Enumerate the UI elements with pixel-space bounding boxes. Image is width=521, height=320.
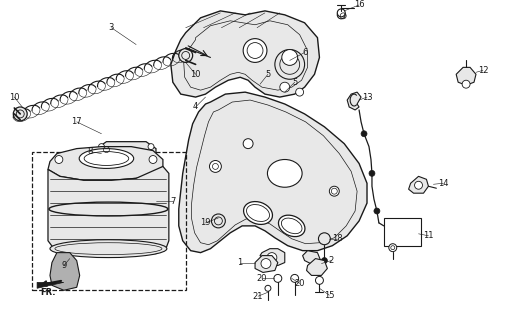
Text: 10: 10: [190, 70, 201, 79]
Circle shape: [318, 233, 330, 245]
Circle shape: [316, 276, 324, 284]
Text: 4: 4: [193, 102, 198, 111]
Text: 2: 2: [329, 256, 334, 265]
Circle shape: [275, 50, 305, 79]
Circle shape: [55, 156, 63, 164]
Polygon shape: [48, 166, 169, 254]
Circle shape: [98, 144, 104, 149]
Circle shape: [282, 50, 297, 65]
Polygon shape: [260, 249, 285, 266]
Circle shape: [243, 39, 267, 62]
Circle shape: [267, 252, 277, 262]
Circle shape: [280, 82, 290, 92]
Circle shape: [148, 165, 154, 172]
Text: 15: 15: [324, 291, 334, 300]
Text: 21: 21: [253, 292, 263, 301]
Polygon shape: [347, 92, 361, 110]
Text: 20: 20: [257, 274, 267, 283]
Polygon shape: [48, 147, 163, 180]
Circle shape: [296, 88, 304, 96]
Text: 8: 8: [87, 147, 92, 156]
Ellipse shape: [278, 215, 305, 236]
Circle shape: [389, 244, 396, 252]
Ellipse shape: [244, 202, 272, 224]
Circle shape: [415, 181, 423, 189]
Circle shape: [261, 259, 271, 268]
Polygon shape: [50, 252, 80, 290]
Text: 16: 16: [354, 0, 364, 10]
Circle shape: [209, 161, 221, 172]
Text: 1: 1: [238, 258, 243, 267]
Text: 13: 13: [362, 92, 373, 101]
Polygon shape: [171, 11, 319, 97]
Text: 19: 19: [200, 219, 211, 228]
Text: 7: 7: [170, 196, 176, 206]
Text: 14: 14: [438, 179, 449, 188]
Bar: [32, 152, 185, 290]
Ellipse shape: [50, 240, 167, 258]
Text: 12: 12: [478, 66, 488, 75]
Text: 10: 10: [9, 92, 20, 101]
Text: 5: 5: [292, 78, 297, 87]
Circle shape: [179, 49, 193, 62]
Polygon shape: [456, 67, 476, 85]
Polygon shape: [408, 176, 428, 193]
Ellipse shape: [267, 159, 302, 187]
Circle shape: [369, 170, 375, 176]
Text: FR.: FR.: [40, 288, 56, 297]
Polygon shape: [306, 259, 327, 276]
Circle shape: [374, 208, 380, 214]
Circle shape: [329, 186, 339, 196]
Ellipse shape: [110, 147, 142, 168]
Circle shape: [337, 9, 345, 17]
Text: 11: 11: [423, 231, 433, 240]
Circle shape: [149, 156, 157, 164]
Polygon shape: [96, 142, 156, 173]
Circle shape: [243, 139, 253, 148]
Circle shape: [212, 214, 225, 228]
Circle shape: [337, 11, 345, 19]
Text: 17: 17: [71, 117, 82, 126]
Polygon shape: [37, 282, 64, 288]
Bar: [384, 218, 421, 246]
Text: 18: 18: [332, 234, 343, 243]
Circle shape: [462, 80, 470, 88]
Circle shape: [274, 275, 282, 282]
Ellipse shape: [79, 148, 134, 168]
Circle shape: [361, 131, 367, 137]
Circle shape: [321, 258, 327, 264]
Text: 6: 6: [302, 48, 307, 57]
Circle shape: [265, 285, 271, 291]
Text: 5: 5: [265, 70, 270, 79]
Text: 20: 20: [294, 279, 305, 288]
Polygon shape: [255, 256, 278, 272]
Circle shape: [148, 144, 154, 149]
Circle shape: [14, 107, 27, 121]
Polygon shape: [303, 251, 321, 266]
Text: 3: 3: [109, 23, 114, 32]
Circle shape: [291, 275, 299, 282]
Text: 9: 9: [61, 261, 67, 270]
Circle shape: [98, 165, 104, 172]
Polygon shape: [179, 92, 367, 252]
